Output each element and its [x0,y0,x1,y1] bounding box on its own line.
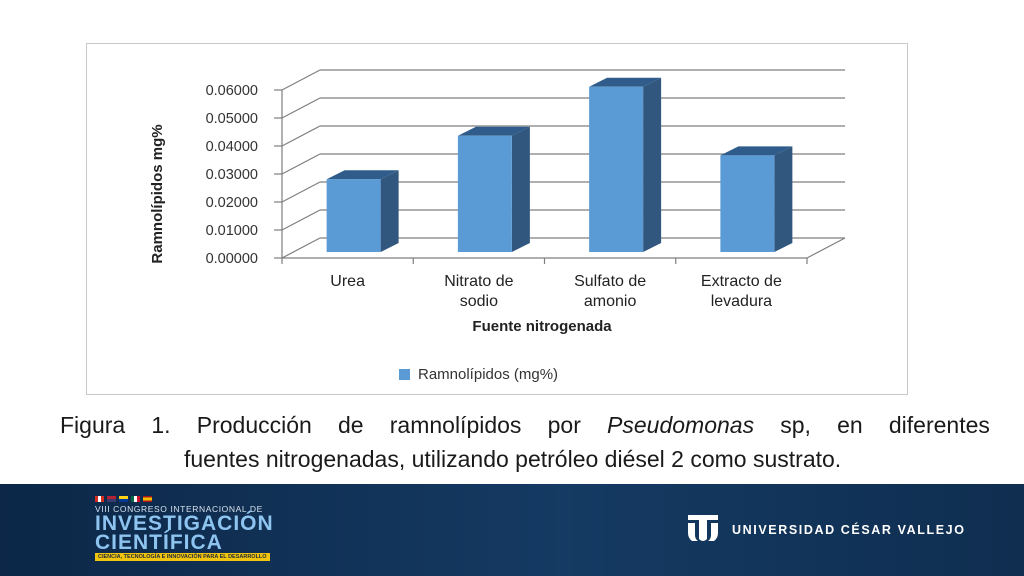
ucv-logo-icon [688,515,718,541]
congress-tagline: CIENCIA, TECNOLOGÍA E INNOVACIÓN PARA EL… [95,553,270,561]
y-tick-label: 0.06000 [206,83,258,99]
legend-swatch [399,369,410,380]
bar-top [720,146,793,156]
legend-label: Ramnolípidos (mg%) [418,366,558,383]
gridline-diagonal [281,153,321,175]
caption-word: Figura [60,412,126,438]
caption-word: de [337,412,364,438]
y-tick-label: 0.02000 [206,195,258,211]
congress-line: VIII CONGRESO INTERNACIONAL DE [95,504,263,514]
bar [720,155,775,252]
y-tick-label: 0.01000 [206,223,258,239]
bar-chart: 0.00000 0.01000 0.02000 0.03000 0.04000 0.050… [149,69,846,383]
caption-line-1: Figura 1. Producción de ramnolípidos por Pseud… [60,408,990,442]
figure-caption: Figura 1. Producción de ramnolípidos por Pseud… [60,408,990,476]
caption-word: Producción [196,412,312,438]
bar [589,86,644,252]
x-tick-label: sodio [460,293,498,310]
x-axis-title: Fuente nitrogenada [472,318,612,335]
bar-top [589,77,662,87]
caption-word: diferentes [888,412,990,438]
university-name: UNIVERSIDAD CÉSAR VALLEJO [732,523,966,537]
bar-side [380,170,399,252]
bar [457,135,512,252]
congress-title-2: CIENTÍFICA [95,531,223,554]
bar [326,179,381,252]
x-tick-label: Extracto de [701,273,782,290]
x-tick-label: amonio [584,293,637,310]
caption-word: sp, [780,412,811,438]
congress-title-1: INVESTIGACIÓN [95,512,274,535]
caption-word: en [837,412,863,438]
bar-side [774,146,793,252]
caption-word: Pseudomonas [607,412,755,438]
x-tick-label: Sulfato de [574,273,646,290]
bar-top [326,170,399,180]
gridline-diagonal [281,125,321,147]
x-tick-label: levadura [711,293,772,310]
y-tick-label: 0.03000 [206,167,258,183]
caption-word: 1. [151,412,171,438]
gridline-diagonal [281,181,321,203]
caption-line-2: fuentes nitrogenadas, utilizando petróle… [184,446,842,472]
x-tick-label: Nitrato de [444,273,513,290]
x-tick-label: Urea [330,273,365,290]
gridline-diagonal [281,97,321,119]
gridline-diagonal [281,237,321,259]
gridline-diagonal [281,69,321,91]
bar-top [457,126,530,136]
y-axis-title: Ramnolípidos mg% [149,124,166,263]
y-tick-label: 0.00000 [206,251,258,267]
caption-word: ramnolípidos [389,412,522,438]
floor-edge [806,237,846,259]
flags-icon [95,496,152,502]
bar-side [643,77,662,252]
bar-side [511,126,530,252]
y-tick-label: 0.05000 [206,111,258,127]
footer-banner: VIII CONGRESO INTERNACIONAL DE INVESTIGA… [0,484,1024,576]
y-tick-label: 0.04000 [206,139,258,155]
gridline-diagonal [281,209,321,231]
chart-frame: 0.00000 0.01000 0.02000 0.03000 0.04000 0.050… [86,43,908,395]
caption-word: por [547,412,581,438]
